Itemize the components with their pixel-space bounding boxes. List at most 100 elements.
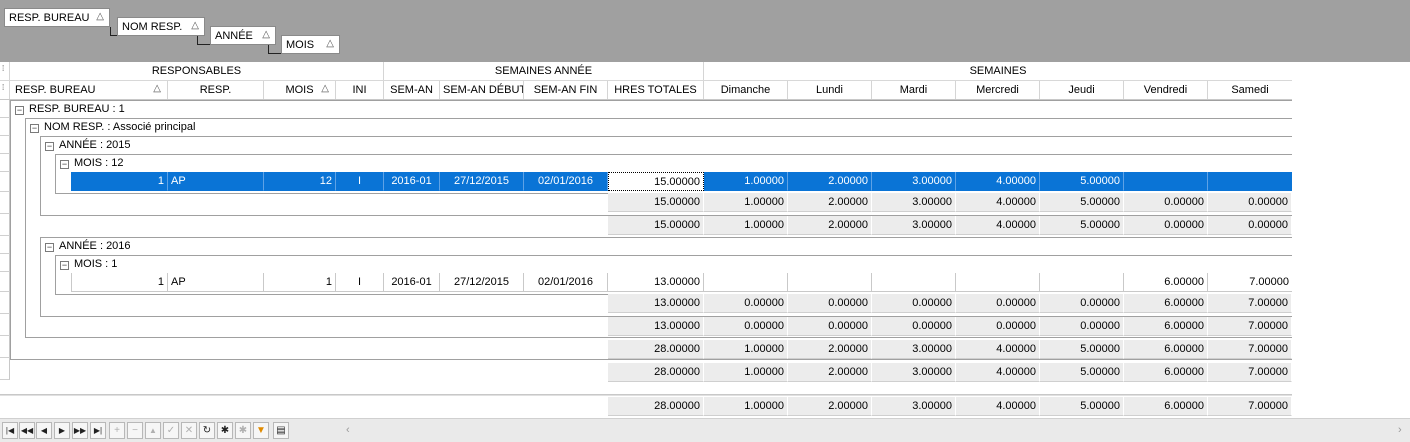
column-header-vendredi[interactable]: Vendredi xyxy=(1124,81,1208,99)
cell-hres-totales-focused[interactable]: 15.00000 xyxy=(608,172,704,191)
table-row[interactable]: 1 AP 1 I 2016-01 27/12/2015 02/01/2016 1… xyxy=(71,273,1292,292)
column-header-jeudi[interactable]: Jeudi xyxy=(1040,81,1124,99)
row-indicator[interactable] xyxy=(0,236,10,254)
cell-mois[interactable]: 12 xyxy=(264,172,336,191)
cell-sem-an[interactable]: 2016-01 xyxy=(384,273,440,292)
group-row-mois-12[interactable]: − MOIS : 12 xyxy=(60,154,124,172)
post-icon[interactable]: ✓ xyxy=(163,422,179,439)
header-indicator[interactable]: ⁞ xyxy=(0,81,10,99)
group-row-annee-2016[interactable]: − ANNÉE : 2016 xyxy=(45,237,131,255)
edit-icon[interactable]: ▲ xyxy=(145,422,161,439)
collapse-icon[interactable]: − xyxy=(15,105,24,115)
delete-icon[interactable]: − xyxy=(127,422,143,439)
column-header-sem-an-debut[interactable]: SEM-AN DÉBUT xyxy=(440,81,524,99)
row-indicator[interactable] xyxy=(0,136,10,154)
cell-resp[interactable]: AP xyxy=(168,273,264,292)
cell-vendredi[interactable] xyxy=(1124,172,1208,191)
cell-mercredi[interactable]: 4.00000 xyxy=(956,172,1040,191)
row-indicator[interactable] xyxy=(0,314,10,336)
band-indicator[interactable]: ⁞ xyxy=(0,62,10,80)
cell-ini[interactable]: I xyxy=(336,172,384,191)
goto-bookmark-icon[interactable]: ✱ xyxy=(235,422,251,439)
group-row-annee-2015[interactable]: − ANNÉE : 2015 xyxy=(45,136,131,154)
print-icon[interactable]: ▤ xyxy=(273,422,289,439)
next-icon[interactable]: ▶ xyxy=(54,422,70,439)
collapse-icon[interactable]: − xyxy=(60,260,69,270)
bookmark-icon[interactable]: ✱ xyxy=(217,422,233,439)
cell-resp[interactable]: AP xyxy=(168,172,264,191)
next-page-icon[interactable]: ▶▶ xyxy=(72,422,88,439)
group-chip-mois[interactable]: MOIS △ xyxy=(281,35,340,54)
row-indicator[interactable] xyxy=(0,358,10,380)
cell-dimanche[interactable]: 1.00000 xyxy=(704,172,788,191)
cell-resp-bureau[interactable]: 1 xyxy=(71,273,168,292)
band-semaines-annee[interactable]: SEMAINES ANNÉE xyxy=(384,62,704,80)
column-header-samedi[interactable]: Samedi xyxy=(1231,84,1269,96)
row-indicator[interactable] xyxy=(0,118,10,136)
group-row-bureau[interactable]: − RESP. BUREAU : 1 xyxy=(15,100,125,118)
row-indicator-current[interactable]: ▶ xyxy=(0,172,10,207)
group-row-mois-1[interactable]: − MOIS : 1 xyxy=(60,255,117,273)
column-header-lundi[interactable]: Lundi xyxy=(788,81,872,99)
cell-vendredi[interactable]: 6.00000 xyxy=(1124,273,1208,292)
last-icon[interactable]: ▶| xyxy=(90,422,106,439)
column-header-resp-bureau[interactable]: RESP. BUREAU △ xyxy=(10,81,168,99)
column-header-resp[interactable]: RESP. xyxy=(168,81,264,99)
scroll-left-icon[interactable]: ‹ xyxy=(346,424,350,436)
band-responsables[interactable]: RESPONSABLES xyxy=(10,62,384,80)
cell-dimanche[interactable] xyxy=(704,273,788,292)
cell-jeudi[interactable]: 5.00000 xyxy=(1040,172,1124,191)
scroll-right-icon[interactable]: › xyxy=(1398,424,1402,436)
column-header-mercredi[interactable]: Mercredi xyxy=(956,81,1040,99)
row-indicator[interactable] xyxy=(0,214,10,236)
filter-icon[interactable]: ▼ xyxy=(253,422,269,439)
column-header-mois[interactable]: MOIS △ xyxy=(264,81,336,99)
cell-lundi[interactable]: 2.00000 xyxy=(788,172,872,191)
column-header-dimanche[interactable]: Dimanche xyxy=(704,81,788,99)
collapse-icon[interactable]: − xyxy=(60,159,69,169)
row-indicator[interactable] xyxy=(0,100,10,118)
column-header-mardi[interactable]: Mardi xyxy=(872,81,956,99)
prev-icon[interactable]: ◀ xyxy=(36,422,52,439)
group-chip-resp-bureau[interactable]: RESP. BUREAU △ xyxy=(4,8,110,27)
cell-samedi[interactable]: 7.00000 xyxy=(1208,273,1292,292)
cell-hres-totales[interactable]: 13.00000 xyxy=(608,273,704,292)
cell-mercredi[interactable] xyxy=(956,273,1040,292)
collapse-icon[interactable]: − xyxy=(45,141,54,151)
cancel-icon[interactable]: ✕ xyxy=(181,422,197,439)
cell-sem-an-debut[interactable]: 27/12/2015 xyxy=(440,273,524,292)
insert-icon[interactable]: + xyxy=(109,422,125,439)
cell-sem-an-debut[interactable]: 27/12/2015 xyxy=(440,172,524,191)
row-indicator[interactable] xyxy=(0,154,10,172)
prev-page-icon[interactable]: ◀◀ xyxy=(19,422,35,439)
cell-sem-an-fin[interactable]: 02/01/2016 xyxy=(524,273,608,292)
collapse-icon[interactable]: − xyxy=(45,242,54,252)
cell-mardi[interactable] xyxy=(872,273,956,292)
cell-ini[interactable]: I xyxy=(336,273,384,292)
cell-samedi[interactable] xyxy=(1208,172,1292,191)
group-chip-annee[interactable]: ANNÉE △ xyxy=(210,26,276,45)
table-row-selected[interactable]: 1 AP 12 I 2016-01 27/12/2015 02/01/2016 … xyxy=(71,172,1292,191)
column-header-sem-an[interactable]: SEM-AN xyxy=(384,81,440,99)
group-by-panel[interactable]: RESP. BUREAU △ NOM RESP. △ ANNÉE △ MOIS … xyxy=(0,0,1410,62)
group-chip-nom-resp[interactable]: NOM RESP. △ xyxy=(117,17,205,36)
cell-mois[interactable]: 1 xyxy=(264,273,336,292)
cell-lundi[interactable] xyxy=(788,273,872,292)
first-icon[interactable]: |◀ xyxy=(2,422,18,439)
band-semaines[interactable]: SEMAINES xyxy=(969,65,1027,77)
row-indicator[interactable] xyxy=(0,192,10,214)
column-header-hres-totales[interactable]: HRES TOTALES xyxy=(608,81,704,99)
cell-sem-an-fin[interactable]: 02/01/2016 xyxy=(524,172,608,191)
refresh-icon[interactable]: ↻ xyxy=(199,422,215,439)
cell-resp-bureau[interactable]: 1 xyxy=(71,172,168,191)
column-header-sem-an-fin[interactable]: SEM-AN FIN xyxy=(524,81,608,99)
column-header-ini[interactable]: INI xyxy=(336,81,384,99)
row-indicator[interactable] xyxy=(0,254,10,272)
row-indicator[interactable] xyxy=(0,336,10,358)
row-indicator[interactable] xyxy=(0,292,10,314)
collapse-icon[interactable]: − xyxy=(30,123,39,133)
cell-mardi[interactable]: 3.00000 xyxy=(872,172,956,191)
group-row-nom-resp[interactable]: − NOM RESP. : Associé principal xyxy=(30,118,195,136)
cell-jeudi[interactable] xyxy=(1040,273,1124,292)
cell-sem-an[interactable]: 2016-01 xyxy=(384,172,440,191)
